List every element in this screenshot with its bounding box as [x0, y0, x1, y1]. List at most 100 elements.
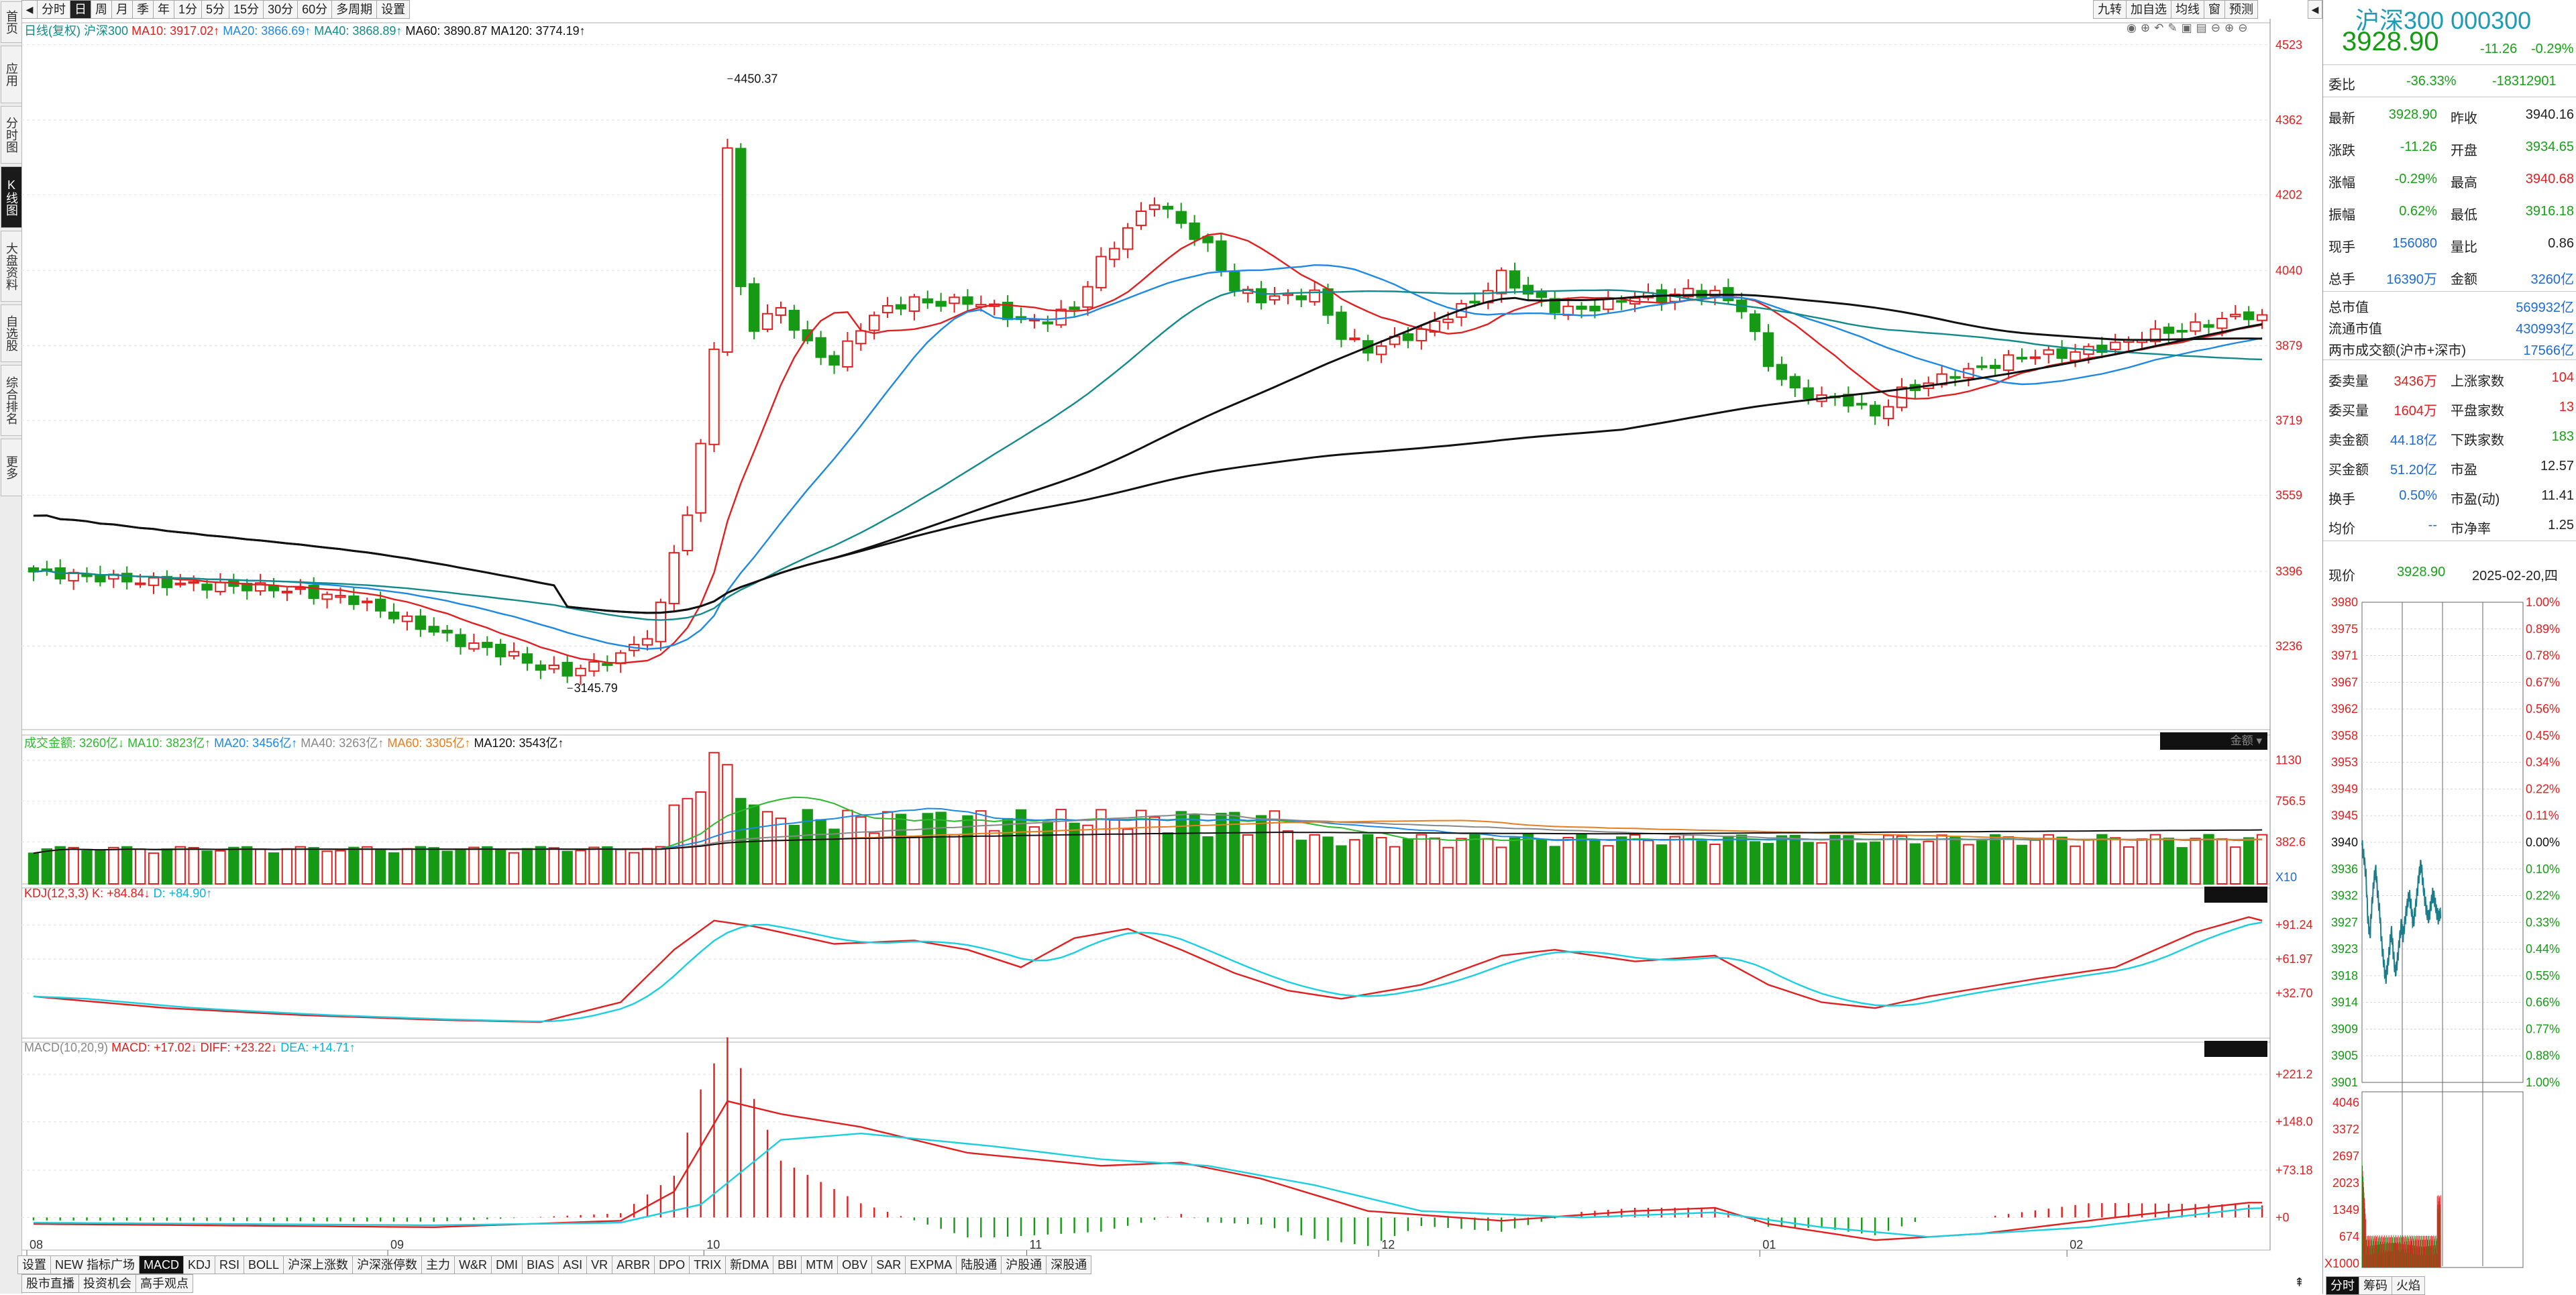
- quote-row: 振幅 0.62% 最低 3916.18: [2323, 196, 2576, 228]
- indicator-tab-19[interactable]: MTM: [801, 1255, 839, 1274]
- indicator-tab-15[interactable]: DPO: [654, 1255, 690, 1274]
- eye-icon[interactable]: ◉: [2127, 21, 2141, 34]
- indicator-tab-21[interactable]: SAR: [871, 1255, 906, 1274]
- period-tab-4[interactable]: 季: [132, 0, 154, 19]
- panel-tab-label: 分时: [2330, 1279, 2355, 1292]
- add-icon[interactable]: ⊕: [2224, 21, 2239, 34]
- candle-body: [1202, 235, 1214, 243]
- period-tab-8[interactable]: 15分: [229, 0, 264, 19]
- candle-body: [1789, 376, 1801, 389]
- bottom-link-2[interactable]: 高手观点: [136, 1274, 193, 1293]
- period-tab-5[interactable]: 年: [153, 0, 174, 19]
- indicator-tab-22[interactable]: EXPMA: [905, 1255, 957, 1274]
- amount-dropdown[interactable]: 金额 ▾: [2160, 732, 2267, 750]
- tool-tab-2[interactable]: 均线: [2171, 0, 2204, 19]
- undo-icon[interactable]: ↶: [2154, 21, 2168, 34]
- tool-tab-0[interactable]: 九转: [2093, 0, 2127, 19]
- indicator-tab-9[interactable]: W&R: [454, 1255, 492, 1274]
- candle-body: [1990, 365, 2001, 370]
- tool-tab-3[interactable]: 窗: [2204, 0, 2225, 19]
- period-tab-7[interactable]: 5分: [201, 0, 230, 19]
- bottom-link-1[interactable]: 投资机会: [78, 1274, 136, 1293]
- indicator-tab-5[interactable]: BOLL: [244, 1255, 284, 1274]
- close-icon[interactable]: ⊖: [2210, 21, 2224, 34]
- delete-icon[interactable]: ▤: [2196, 21, 2211, 34]
- expand-icon[interactable]: ⇞: [2294, 1276, 2305, 1289]
- indicator-tab-18[interactable]: BBI: [773, 1255, 802, 1274]
- indicator-tab-25[interactable]: 深股通: [1046, 1255, 1092, 1274]
- candle-body: [1042, 321, 1053, 325]
- indicator-tab-14[interactable]: ARBR: [612, 1255, 655, 1274]
- period-tab-0[interactable]: 分时: [37, 0, 70, 19]
- period-tab-9[interactable]: 30分: [263, 0, 299, 19]
- left-nav-item-7[interactable]: 更多: [1, 439, 22, 496]
- kline-chart[interactable]: 4523 4362 4202 4040 3879 3719 3559 3396 3236 4450…: [21, 19, 2322, 1259]
- macd-params-button[interactable]: [2204, 1041, 2267, 1057]
- left-nav-item-1[interactable]: 应用: [1, 46, 22, 103]
- indicator-tab-6[interactable]: 沪深上涨数: [283, 1255, 354, 1274]
- nav-back-icon[interactable]: ◀: [21, 0, 38, 19]
- indicator-tab-20[interactable]: OBV: [837, 1255, 873, 1274]
- nav-forward-icon[interactable]: ◀: [2308, 0, 2322, 19]
- left-nav-item-3[interactable]: K线图: [1, 166, 22, 228]
- volume-bar: [81, 850, 93, 885]
- panel-tab-0[interactable]: 分时: [2326, 1276, 2359, 1295]
- indicator-tab-7[interactable]: 沪深涨停数: [352, 1255, 423, 1274]
- period-tab-6[interactable]: 1分: [174, 0, 203, 19]
- cap-row: 总市值 569932亿: [2323, 292, 2576, 315]
- indicator-tab-1[interactable]: NEW 指标广场: [50, 1255, 140, 1274]
- indicator-tab-23[interactable]: 陆股通: [956, 1255, 1002, 1274]
- indicator-tab-12[interactable]: ASI: [558, 1255, 588, 1274]
- quote-row-value: 16390万: [2386, 272, 2437, 287]
- bottom-link-0[interactable]: 股市直播: [21, 1274, 79, 1293]
- indicator-tab-8[interactable]: 主力: [421, 1255, 455, 1274]
- tool-tab-4[interactable]: 预测: [2224, 0, 2258, 19]
- indicator-tab-24[interactable]: 沪股通: [1001, 1255, 1047, 1274]
- kdj-params-button[interactable]: [2204, 887, 2267, 903]
- volume-bar: [455, 850, 466, 885]
- indicator-tab-13[interactable]: VR: [586, 1255, 613, 1274]
- period-tab-1[interactable]: 日: [70, 0, 91, 19]
- zoom-in-icon[interactable]: ⊕: [2140, 21, 2155, 34]
- period-tab-11[interactable]: 多周期: [331, 0, 378, 19]
- pencil-icon[interactable]: ✎: [2167, 21, 2182, 34]
- indicator-tab-3[interactable]: KDJ: [183, 1255, 216, 1274]
- volume-bar: [1295, 840, 1307, 885]
- volume-bar: [188, 846, 199, 885]
- panel-tab-2[interactable]: 火焰: [2392, 1276, 2425, 1295]
- macd-legend: MACD(10,20,9) MACD: +17.02↓ DIFF: +23.22…: [24, 1041, 356, 1055]
- volume-bar: [161, 848, 173, 885]
- period-tab-3[interactable]: 月: [111, 0, 133, 19]
- tool-tab-1[interactable]: 加自选: [2126, 0, 2171, 19]
- quote-row: 最新 3928.90 昨收 3940.16: [2323, 99, 2576, 131]
- indicator-tab-10[interactable]: DMI: [491, 1255, 523, 1274]
- candle-body: [1536, 291, 1548, 298]
- left-nav-item-2[interactable]: 分时图: [1, 106, 22, 164]
- indicator-tab-16[interactable]: TRIX: [689, 1255, 727, 1274]
- panel-tab-1[interactable]: 筹码: [2359, 1276, 2392, 1295]
- quote-row: 总手 16390万 金额 3260亿: [2323, 260, 2576, 292]
- indicator-tab-2[interactable]: MACD: [139, 1255, 184, 1274]
- period-tab-12[interactable]: 设置: [376, 0, 411, 19]
- indicator-tab-17[interactable]: 新DMA: [725, 1255, 774, 1274]
- candle-body: [561, 661, 573, 677]
- lock-icon[interactable]: ▣: [2181, 21, 2196, 34]
- candle-body: [548, 665, 559, 670]
- volume-bar: [869, 832, 880, 885]
- volume-bar: [1015, 809, 1027, 885]
- indicator-tab-4[interactable]: RSI: [215, 1255, 245, 1274]
- breadth-value: 3436万: [2394, 374, 2438, 389]
- left-nav-item-5[interactable]: 自选股: [1, 304, 22, 362]
- period-tab-2[interactable]: 周: [91, 0, 112, 19]
- period-tab-label: 60分: [302, 3, 328, 16]
- indicator-tab-11[interactable]: BIAS: [522, 1255, 559, 1274]
- volume-bar: [1963, 844, 1974, 885]
- left-nav-item-4[interactable]: 大盘资料: [1, 231, 22, 302]
- intraday-mini-chart[interactable]: 3980 1.00% 3975 0.89% 3971 0.78% 3967 0.67% 3962…: [2323, 596, 2576, 1276]
- indicator-tab-0[interactable]: 设置: [17, 1255, 51, 1274]
- left-nav-item-0[interactable]: 首页: [1, 1, 22, 43]
- quote-pct: -0.29%: [2531, 42, 2574, 56]
- left-nav-item-6[interactable]: 综合排名: [1, 365, 22, 436]
- period-tab-10[interactable]: 60分: [297, 0, 333, 19]
- minus-icon[interactable]: ⊖: [2238, 21, 2252, 34]
